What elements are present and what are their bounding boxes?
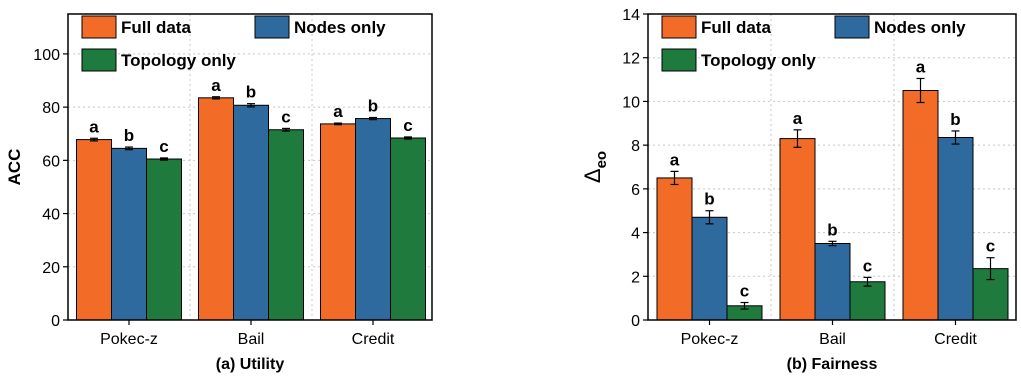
- bar-full: [902, 90, 939, 321]
- legend-label: Full data: [121, 18, 191, 37]
- bar-topology: [390, 137, 426, 321]
- bar-topology: [146, 158, 182, 321]
- significance-label: c: [863, 256, 872, 275]
- y-tick-label: 80: [42, 100, 60, 117]
- chart-caption: (b) Fairness: [787, 356, 878, 373]
- bar-nodes: [937, 136, 974, 321]
- plot-frame: [647, 13, 1017, 321]
- bar-nodes: [233, 104, 269, 321]
- y-tick-label: 100: [33, 47, 60, 64]
- significance-label: b: [368, 97, 378, 116]
- y-tick-label: 8: [631, 138, 640, 155]
- chart-fairness: 0 2 4 6 8 10 12 14 a b c Pokec-z a b c Bail a b c Credit Ful…: [580, 7, 1017, 373]
- y-axis-label: Δeo: [580, 151, 610, 183]
- legend-swatch-nodes: [254, 15, 290, 39]
- bar-full: [198, 97, 234, 321]
- bar-full: [656, 177, 693, 321]
- significance-label: a: [89, 117, 99, 136]
- y-tick-label: 0: [51, 313, 60, 330]
- legend-swatch-full: [81, 15, 117, 39]
- x-tick-label: Credit: [934, 331, 977, 348]
- x-tick-label: Credit: [352, 331, 395, 348]
- significance-label: a: [670, 150, 680, 169]
- significance-label: c: [986, 237, 995, 256]
- chart-utility: 0 20 40 60 80 100 a b c Pokec-z a b c Bail a b c Credit Fu…: [5, 13, 433, 373]
- significance-label: b: [124, 126, 134, 145]
- legend-label: Full data: [701, 18, 771, 37]
- legend-swatch-topology: [81, 48, 117, 72]
- y-tick-label: 14: [622, 7, 640, 24]
- legend-swatch-nodes: [834, 15, 870, 39]
- bar-full: [779, 138, 816, 321]
- y-tick-label: 20: [42, 260, 60, 277]
- bar-full: [76, 139, 112, 321]
- significance-label: c: [740, 282, 749, 301]
- y-axis-label: ACC: [5, 149, 24, 186]
- y-tick-label: 2: [631, 269, 640, 286]
- bar-full: [320, 123, 356, 321]
- x-tick-label: Bail: [819, 331, 846, 348]
- bar-nodes: [111, 147, 147, 321]
- significance-label: c: [281, 107, 290, 126]
- legend-swatch-full: [661, 15, 697, 39]
- significance-label: b: [827, 220, 837, 239]
- significance-label: b: [704, 190, 714, 209]
- y-tick-label: 60: [42, 153, 60, 170]
- y-tick-label: 40: [42, 207, 60, 224]
- bar-topology: [849, 281, 886, 321]
- y-tick-label: 0: [631, 313, 640, 330]
- bar-nodes: [691, 216, 728, 321]
- bar-nodes: [355, 118, 391, 321]
- plot-frame: [67, 13, 433, 321]
- y-tick-label: 10: [622, 94, 640, 111]
- legend-label: Nodes only: [294, 18, 386, 37]
- y-tick-label: 4: [631, 226, 640, 243]
- bar-nodes: [814, 243, 851, 321]
- legend-label: Topology only: [701, 51, 816, 70]
- y-tick-label: 12: [622, 51, 640, 68]
- significance-label: a: [793, 109, 803, 128]
- y-tick-label: 6: [631, 182, 640, 199]
- legend-label: Nodes only: [874, 18, 966, 37]
- significance-label: a: [916, 57, 926, 76]
- x-tick-label: Bail: [238, 331, 265, 348]
- significance-label: b: [950, 110, 960, 129]
- significance-label: b: [246, 83, 256, 102]
- significance-label: a: [211, 76, 221, 95]
- significance-label: a: [333, 102, 343, 121]
- significance-label: c: [159, 137, 168, 156]
- x-tick-label: Pokec-z: [100, 331, 158, 348]
- legend-label: Topology only: [121, 51, 236, 70]
- bar-topology: [268, 129, 304, 321]
- significance-label: c: [403, 116, 412, 135]
- chart-caption: (a) Utility: [216, 356, 285, 373]
- x-tick-label: Pokec-z: [681, 331, 739, 348]
- legend-swatch-topology: [661, 48, 697, 72]
